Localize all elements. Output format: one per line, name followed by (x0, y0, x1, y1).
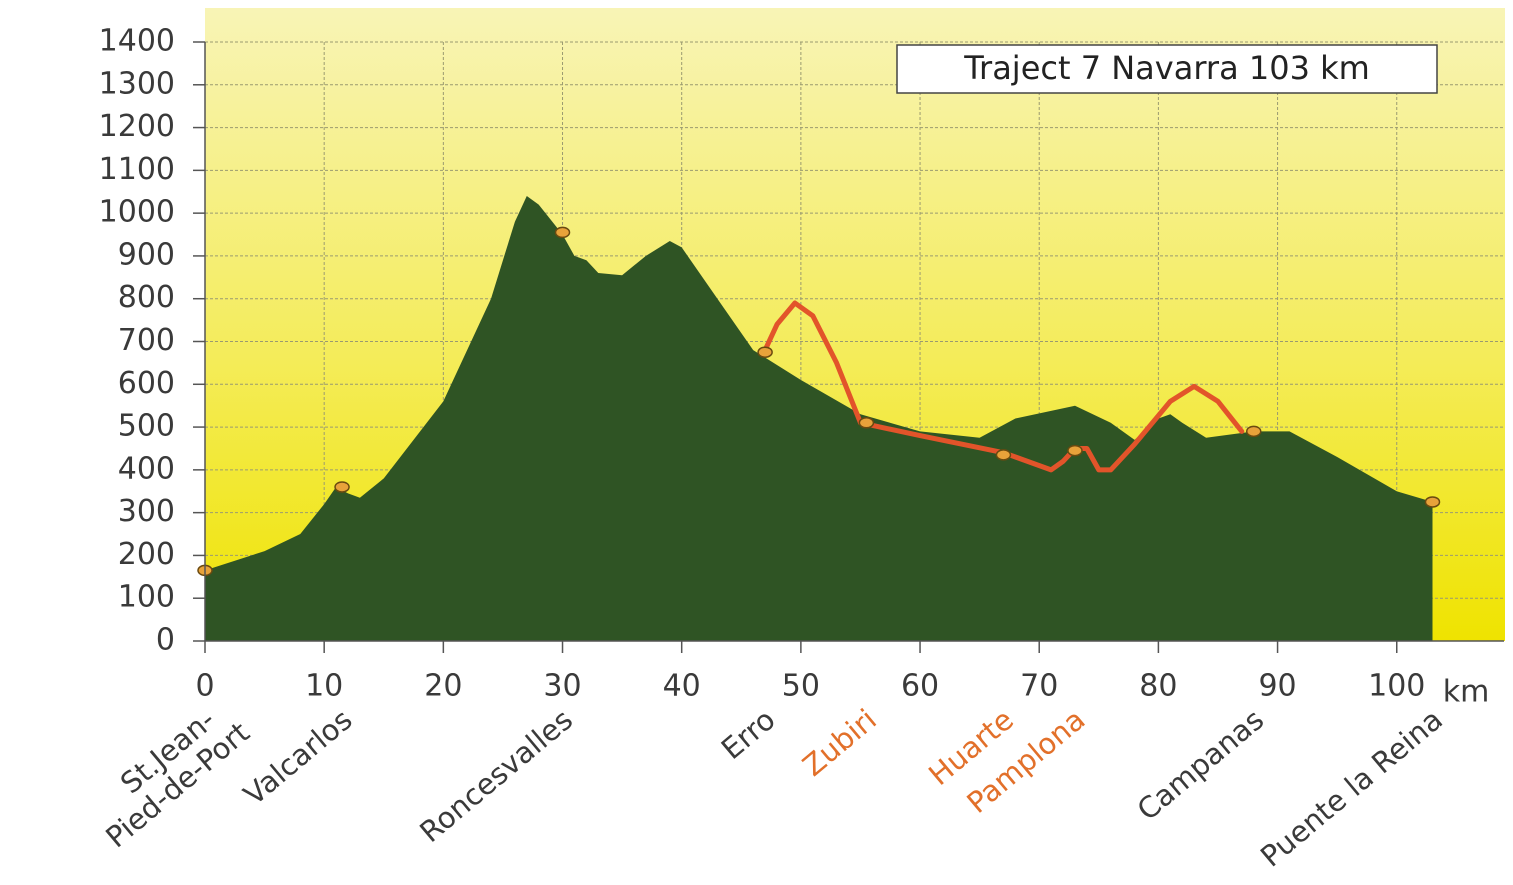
x-tick-label: 50 (782, 669, 820, 704)
y-tick-label: 1100 (99, 152, 175, 187)
x-tick-label: 0 (195, 669, 214, 704)
y-tick-label: 700 (118, 323, 175, 358)
title-box (896, 44, 1438, 94)
x-tick-label: 40 (663, 669, 701, 704)
waypoint-label: Roncesvalles (413, 702, 579, 849)
x-tick-label: 30 (543, 669, 581, 704)
y-tick-label: 300 (118, 494, 175, 529)
y-tick-label: 1400 (99, 24, 175, 59)
y-tick-label: 600 (118, 366, 175, 401)
x-tick-label: 80 (1139, 669, 1177, 704)
y-tick-label: 200 (118, 537, 175, 572)
y-tick-label: 800 (118, 280, 175, 315)
elevation-area (205, 196, 1433, 641)
waypoint-label-line: Puente la Reina (1254, 702, 1449, 873)
x-tick-label: 60 (901, 669, 939, 704)
y-tick-label: 900 (118, 237, 175, 272)
waypoint-marker (757, 346, 773, 358)
y-tick-label: 500 (118, 409, 175, 444)
y-tick-label: 1300 (99, 66, 175, 101)
y-tick-label: 1200 (99, 109, 175, 144)
waypoint-marker (334, 481, 350, 493)
x-tick-label: 20 (424, 669, 462, 704)
waypoint-label: Campanas (1131, 702, 1271, 827)
waypoint-marker (1067, 444, 1083, 457)
waypoint-label-line: Zubiri (796, 702, 883, 782)
waypoint-label-line: Campanas (1131, 702, 1271, 827)
chart-title: Traject 7 Navarra 103 km (963, 49, 1370, 87)
waypoint-label: Puente la Reina (1254, 702, 1449, 873)
x-tick-label: 10 (305, 669, 343, 704)
x-tick-label: 70 (1020, 669, 1058, 704)
x-axis-unit: km (1443, 675, 1490, 710)
x-tick-label: 100 (1368, 669, 1425, 704)
x-tick-label: 90 (1258, 669, 1296, 704)
y-tick-label: 400 (118, 451, 175, 486)
waypoint-label-line: Roncesvalles (413, 702, 579, 849)
waypoint-label: Zubiri (796, 702, 883, 782)
waypoint-label-line: Valcarlos (237, 702, 358, 812)
y-tick-label: 100 (118, 580, 175, 615)
waypoint-marker (1424, 496, 1441, 508)
waypoint-marker (858, 417, 875, 429)
waypoint-marker (995, 449, 1012, 461)
waypoint-marker (554, 226, 571, 239)
y-tick-label: 1000 (99, 195, 175, 230)
y-tick-label: 0 (156, 623, 175, 658)
waypoint-label: Erro (715, 702, 782, 766)
waypoint-label-line: Erro (715, 702, 782, 766)
route-line (762, 300, 1245, 473)
waypoint-label: St.Jean-Pied-de-Port (79, 691, 256, 855)
waypoint-marker (1245, 425, 1262, 438)
waypoint-label: Valcarlos (237, 702, 358, 812)
